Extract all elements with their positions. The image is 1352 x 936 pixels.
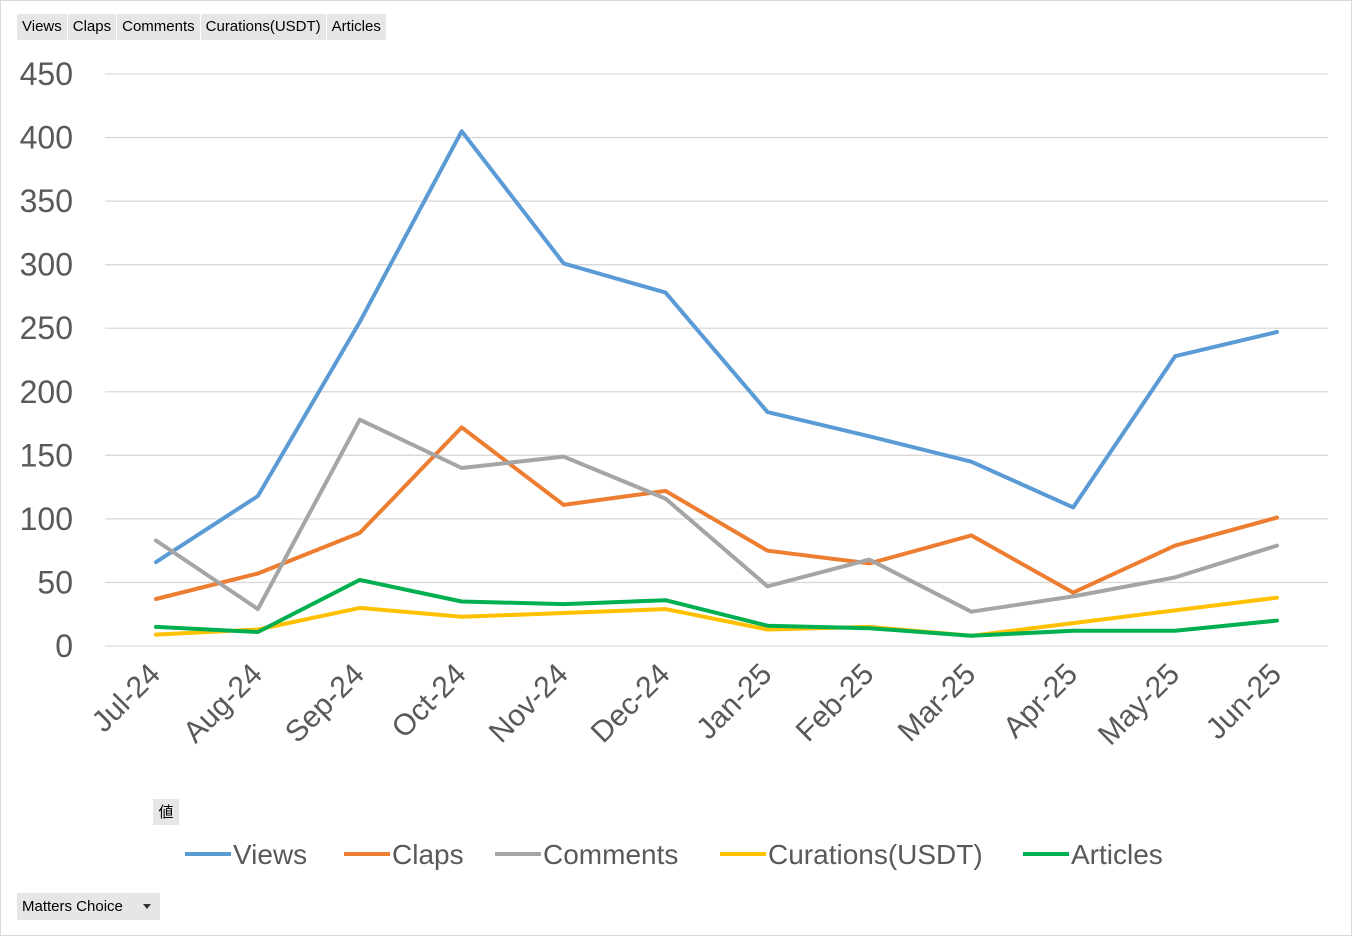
- series-line-comments[interactable]: [154, 417, 1279, 614]
- legend-item[interactable]: Articles: [1023, 839, 1163, 870]
- y-tick-label: 250: [20, 310, 73, 346]
- x-tick-label: Jul-24: [86, 658, 167, 739]
- y-tick-label: 150: [20, 437, 73, 473]
- x-tick-label: Sep-24: [279, 658, 371, 750]
- field-button-curations-usdt[interactable]: Curations(USDT): [200, 14, 327, 40]
- field-button-claps[interactable]: Claps: [67, 14, 118, 40]
- x-tick-label: Feb-25: [790, 658, 881, 749]
- x-tick-label: May-25: [1092, 658, 1186, 752]
- filter-dropdown[interactable]: Matters Choice: [17, 893, 160, 920]
- x-axis-ticks: Jul-24 Aug-24 Sep-24 Oct-24 Nov-24 Dec-24 Jan-…: [86, 658, 1288, 752]
- y-tick-label: 350: [20, 183, 73, 219]
- x-tick-label: Aug-24: [177, 658, 269, 750]
- series-line-claps[interactable]: [154, 425, 1279, 601]
- filter-label: Matters Choice: [22, 898, 123, 915]
- x-tick-label: Oct-24: [386, 658, 473, 745]
- x-tick-label: Jun-25: [1200, 658, 1288, 746]
- y-tick-label: 100: [20, 501, 73, 537]
- legend-item[interactable]: Curations(USDT): [720, 839, 983, 870]
- y-axis-ticks: 0 50 100 150 200 250 300 350 400 450: [20, 56, 73, 664]
- field-button-bar: Views Claps Comments Curations(USDT) Article…: [17, 14, 387, 40]
- legend-item[interactable]: Claps: [344, 839, 464, 870]
- gridlines: [105, 73, 1328, 647]
- series-line-views[interactable]: [154, 129, 1279, 565]
- x-tick-label: Mar-25: [892, 658, 983, 749]
- x-tick-label: Jan-25: [690, 658, 778, 746]
- series-line-articles[interactable]: [154, 577, 1279, 638]
- legend: Views Claps Comments Curations(USDT) Article…: [185, 839, 1163, 870]
- x-tick-label: Nov-24: [483, 658, 575, 750]
- x-tick-label: Apr-25: [997, 658, 1084, 745]
- y-tick-label: 400: [20, 120, 73, 156]
- values-field-chip[interactable]: 値: [153, 799, 179, 825]
- legend-item[interactable]: Comments: [495, 839, 678, 870]
- field-button-comments[interactable]: Comments: [117, 14, 201, 40]
- y-tick-label: 300: [20, 247, 73, 283]
- dropdown-arrow-icon[interactable]: [143, 904, 151, 909]
- field-button-articles[interactable]: Articles: [326, 14, 387, 40]
- field-button-views[interactable]: Views: [17, 14, 68, 40]
- legend-label: Curations(USDT): [768, 839, 983, 870]
- legend-label: Claps: [392, 839, 464, 870]
- y-tick-label: 200: [20, 374, 73, 410]
- series-lines: [154, 129, 1279, 638]
- legend-item[interactable]: Views: [185, 839, 307, 870]
- legend-label: Comments: [543, 839, 678, 870]
- y-tick-label: 50: [37, 564, 73, 600]
- legend-label: Articles: [1071, 839, 1163, 870]
- y-tick-label: 450: [20, 56, 73, 92]
- series-line-curations-usdt[interactable]: [154, 595, 1279, 638]
- y-tick-label: 0: [55, 628, 73, 664]
- x-tick-label: Dec-24: [585, 658, 677, 750]
- legend-label: Views: [233, 839, 307, 870]
